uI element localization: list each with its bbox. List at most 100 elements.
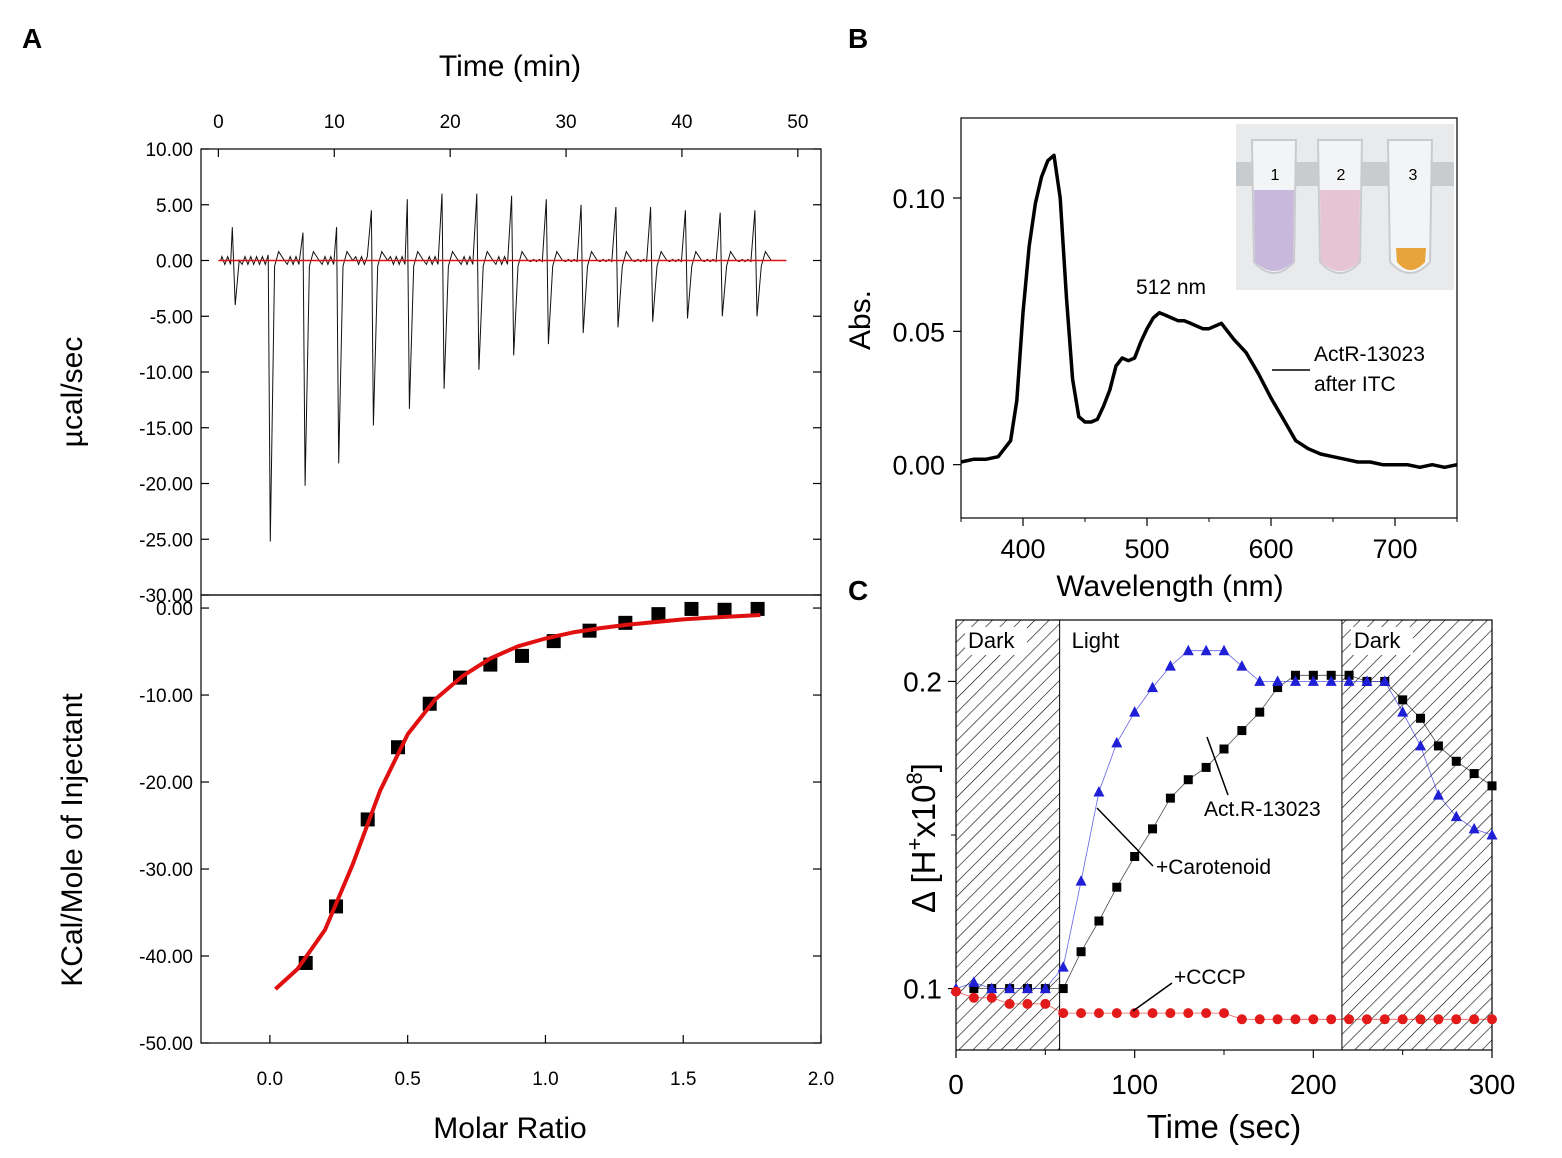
c-region-label-bg — [1350, 627, 1413, 655]
a-bottom-y-tick-label: -40.00 — [139, 947, 193, 968]
c-marker-circle — [1397, 1014, 1408, 1025]
a-top-y-tick-label: -5.00 — [150, 307, 193, 328]
c-marker-square — [1237, 726, 1247, 736]
c-marker-circle — [986, 992, 997, 1003]
panel-c: Dark Light Dark 0 100 200 300 0.1 0.2 Time (sec… — [902, 619, 1515, 1145]
c-region-hatch — [1341, 620, 1492, 1050]
a-top-x-ticks: 0 10 20 30 40 50 — [213, 112, 808, 157]
c-marker-circle — [1236, 1014, 1247, 1025]
c-marker-triangle — [1361, 675, 1373, 686]
c-marker-triangle — [1004, 982, 1016, 994]
c-marker-square — [1219, 744, 1229, 754]
c-region-label: Dark — [1354, 628, 1401, 653]
b-inset-photo: 1 2 3 — [1236, 124, 1454, 290]
c-marker-circle — [1361, 1014, 1372, 1025]
a-top-plot — [218, 193, 787, 542]
a-bottom-y-tick-label: -30.00 — [139, 860, 193, 881]
c-marker-triangle — [1057, 961, 1069, 972]
c-marker-triangle — [1021, 982, 1033, 994]
a-bottom-xlabel: Molar Ratio — [433, 1112, 586, 1145]
c-marker-triangle — [1075, 875, 1087, 886]
c-pointer-actr — [1206, 736, 1229, 796]
c-marker-square — [1344, 670, 1354, 680]
tube-3-body — [1386, 139, 1434, 274]
c-marker-triangle — [1289, 675, 1301, 686]
c-marker-circle — [1093, 1008, 1104, 1019]
c-marker-circle — [1344, 1014, 1355, 1025]
a-top-x-tick-label: 20 — [440, 112, 461, 133]
b-ylabel: Abs. — [844, 290, 877, 350]
c-marker-circle — [1415, 1014, 1426, 1025]
a-bottom-data-point — [750, 601, 765, 616]
c-marker-square — [1433, 741, 1443, 751]
a-bottom-x-tick-label: 0.5 — [394, 1069, 420, 1090]
c-ticks: 0 100 200 300 0.1 0.2 — [903, 666, 1515, 1100]
c-marker-triangle — [1450, 810, 1462, 822]
c-marker-circle — [1469, 1014, 1480, 1025]
c-marker-triangle — [1039, 982, 1051, 994]
c-marker-circle — [1129, 1008, 1140, 1019]
c-marker-circle — [1111, 1008, 1122, 1019]
c-marker-triangle — [1432, 789, 1444, 800]
a-bottom-x-tick-label: 2.0 — [808, 1069, 834, 1090]
tube-2-label: 2 — [1337, 167, 1346, 184]
c-marker-triangle — [1486, 829, 1498, 840]
b-y-tick-label: 0.05 — [892, 317, 945, 347]
tube-2: 2 — [1316, 139, 1364, 274]
c-marker-square — [1398, 695, 1408, 705]
b-series-label-line2: after ITC — [1314, 373, 1396, 396]
c-marker-square — [1255, 707, 1265, 717]
c-marker-circle — [1272, 1014, 1283, 1025]
c-marker-square — [969, 984, 979, 994]
c-marker-circle — [1076, 1008, 1087, 1019]
c-marker-triangle — [986, 982, 998, 994]
c-marker-square — [1183, 775, 1193, 785]
a-top-x-tick-label: 50 — [787, 112, 808, 133]
c-marker-circle — [1290, 1014, 1301, 1025]
b-x-tick-label: 500 — [1124, 534, 1169, 564]
a-top-x-tick-label: 0 — [213, 112, 224, 133]
c-marker-triangle — [1307, 675, 1319, 686]
b-x-tick-label: 600 — [1248, 534, 1293, 564]
a-bottom-y-tick-label: -50.00 — [139, 1034, 193, 1055]
c-xlabel: Time (sec) — [1147, 1108, 1302, 1145]
c-x-tick-label: 0 — [948, 1069, 964, 1100]
a-top-xlabel: Time (min) — [439, 50, 581, 83]
c-marker-circle — [1451, 1014, 1462, 1025]
a-top-y-tick-label: -25.00 — [139, 530, 193, 551]
a-top-y-tick-label: -30.00 — [139, 586, 193, 607]
c-marker-circle — [1058, 1008, 1069, 1019]
c-x-tick-label: 100 — [1111, 1069, 1158, 1100]
c-marker-triangle — [1129, 706, 1141, 717]
c-marker-square — [1130, 852, 1140, 861]
panel-label-b: B — [848, 23, 868, 54]
b-xlabel: Wavelength (nm) — [1056, 570, 1283, 603]
c-marker-circle — [1201, 1008, 1212, 1019]
c-marker-circle — [1165, 1008, 1176, 1019]
c-region-label-bg — [965, 627, 1027, 655]
c-marker-circle — [968, 992, 979, 1003]
c-marker-triangle — [1397, 706, 1409, 717]
a-bottom-data-point — [684, 601, 699, 616]
a-top-y-tick-label: -20.00 — [139, 475, 193, 496]
tube-3-label: 3 — [1409, 167, 1418, 184]
c-marker-circle — [1308, 1014, 1319, 1025]
a-bottom-x-tick-label: 1.5 — [670, 1069, 696, 1090]
a-top-frame — [200, 148, 822, 596]
c-marker-triangle — [1218, 644, 1230, 656]
c-marker-triangle — [1343, 675, 1355, 686]
a-bottom-y-tick-label: -20.00 — [139, 773, 193, 794]
c-label-carotenoid: +Carotenoid — [1156, 856, 1271, 879]
a-top-y-ticks: 10.00 5.00 0.00 -5.00 -10.00 -15.00 -20.00 -25.… — [139, 140, 821, 607]
tube-1-label: 1 — [1271, 167, 1280, 184]
c-marker-square — [1165, 793, 1175, 803]
tube-3: 3 — [1386, 139, 1434, 274]
a-top-y-tick-label: 5.00 — [156, 196, 193, 217]
c-marker-square — [1058, 984, 1068, 994]
a-bottom-y-ticks: 0.00 -10.00 -20.00 -30.00 -40.00 -50.00 — [139, 599, 821, 1055]
c-marker-triangle — [1164, 660, 1176, 671]
a-bottom-x-ticks: 0.0 0.5 1.0 1.5 2.0 — [257, 1035, 834, 1090]
a-top-y-tick-label: -10.00 — [139, 363, 193, 384]
a-bottom-y-tick-label: -10.00 — [139, 686, 193, 707]
